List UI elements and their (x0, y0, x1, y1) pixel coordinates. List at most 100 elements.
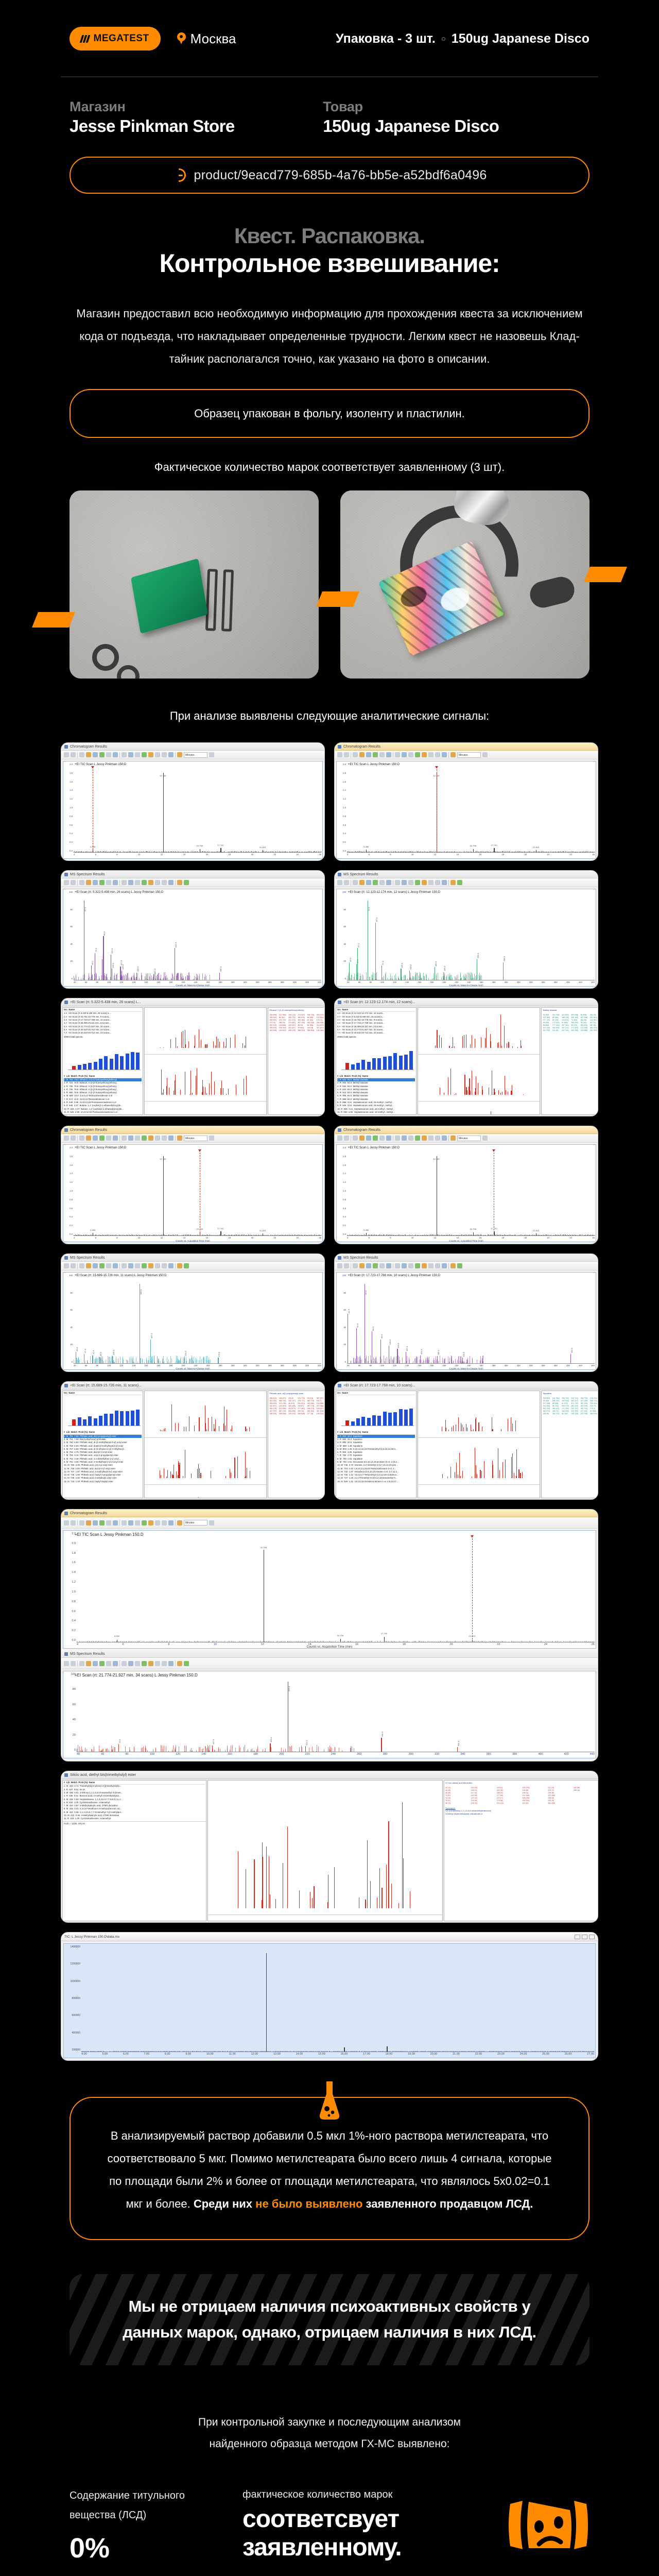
x-axis: 40 60 80 100 120 140 160 180 200 220 240 260 280 300 3… (74, 980, 321, 986)
window-controls[interactable] (575, 1934, 595, 1939)
panel-toolbar[interactable] (61, 1262, 324, 1271)
library-layout: Src Name 1 A +EI Scan (rt 12.123-12.174 m… (335, 1006, 598, 1116)
head-to-tail-trace (428, 1060, 539, 1095)
panel-toolbar[interactable]: Minutes (61, 1517, 598, 1529)
big-ms-trace: 73.0 147.0 193.0 207.0 221.0 281.0 341.0 (77, 1676, 595, 1752)
city-indicator[interactable]: Москва (177, 31, 236, 47)
plot-title: +EI Scan (rt: 17.723-17.768 min, 10 scan… (348, 1274, 441, 1278)
head-to-tail-spectrum (418, 1055, 540, 1102)
hit-name: Ethanol, 2-(2-(2-butoxyethoxy)ethoxy) (269, 1009, 304, 1012)
window-title-text: Chromatogram Results (70, 1511, 107, 1515)
hit-name: Methyl stearate (543, 1009, 557, 1012)
panel-toolbar[interactable]: Minutes (61, 1134, 324, 1143)
ms-trace-4: 41.0 55.0 69.0 81.0 95.0 109.0 123.0 137.0 161.0… (347, 1278, 595, 1364)
window-title-text: Chromatogram Results (343, 744, 380, 749)
x-axis-title: Counts vs. Mass-to-Charge (m/z) (449, 984, 483, 987)
big-library-panel[interactable]: Silicic acid, diethyl bis(trimethylsilyl… (61, 1771, 598, 1923)
window-title-text: MS Spectrum Results (70, 1652, 105, 1656)
ms-spectrum-panel-4[interactable]: MS Spectrum Results +EI Scan (rt: 17.723… (334, 1253, 598, 1372)
library-search-panel-3[interactable]: +EI Scan (rt: 15.689-15.726 min, 11 scan… (61, 1381, 325, 1500)
x-axis: 4 6 8 10 12 14 16 18 20 22 24 26 (347, 1235, 595, 1242)
product-id-pill[interactable]: product/9eacd779-685b-4a76-bb5e-a52bdf6a… (70, 157, 589, 194)
hit-list-cell[interactable]: # Lib Match Prob (%) Name 1. M 440 0.72 T… (62, 1780, 207, 1922)
photo-row (0, 474, 659, 679)
store-name: Jesse Pinkman Store (70, 116, 235, 135)
panel-toolbar[interactable]: Minutes (335, 751, 598, 760)
striped-banner: Мы не отрицаем наличия психоактивных сво… (70, 2274, 589, 2366)
panel-toolbar[interactable]: Minutes (335, 1134, 598, 1143)
match-histogram (341, 1397, 414, 1427)
window-titlebar: Chromatogram Results (61, 1126, 324, 1134)
package-count: Упаковка - 3 шт. (336, 31, 436, 46)
panel-toolbar[interactable] (61, 878, 324, 888)
hit-list: # Lib Match Prob (%) Name 1. R 942 84.0 M… (336, 1074, 416, 1114)
blue-tic-panel[interactable]: TIC: L Jessy Pinkman 150.D\data.ms 20000… (61, 1932, 598, 2061)
minimize-icon (575, 1934, 580, 1939)
x-axis: 4 6 8 10 12 14 16 18 20 22 24 26 (74, 852, 321, 858)
tic-trace-2: 5.359 12.160 15.708 17.742 21.815 (347, 766, 595, 853)
library-search-panel-2[interactable]: +EI Scan (rt: 12.123-12.174 min, 12 scan… (334, 998, 598, 1117)
photo-evidence-1[interactable] (70, 490, 319, 679)
mz-values-grid: 294 859| 78 163| 297 958| 342 926| 391 152| 3… (543, 1397, 597, 1415)
match-histogram (341, 1041, 414, 1070)
chromatogram-panel-4[interactable]: Chromatogram Results Minutes +EI TIC Sca… (334, 1126, 598, 1245)
y-axis: 0 20 40 60 80 100 (342, 1274, 346, 1363)
panel-toolbar[interactable] (335, 878, 598, 888)
big-tic-trace: 5.359 12.160 15.708 17.742 21.815 (77, 1535, 595, 1642)
ms-spectrum-panel-2[interactable]: MS Spectrum Results +EI Scan (rt: 12.123… (334, 870, 598, 989)
blue-tic-trace (81, 1949, 595, 2052)
plot-title: +EI TIC Scan L Jessy Pinkman 150.D (75, 763, 127, 767)
tic-trace-1: 5.359 12.160 15.708 17.742 21.815 (74, 766, 322, 853)
close-icon (589, 1934, 595, 1939)
library-search-panel-1[interactable]: +EI Scan (rt: 5.322-5.438 min, 26 scans)… (61, 998, 325, 1117)
tic-plot-2: +EI TIC Scan L Jessy Pinkman 150.D 0.0 0.… (336, 761, 596, 859)
y-axis: 0 20 40 60 80 100 (69, 1274, 73, 1363)
structure-trace (428, 1107, 539, 1115)
panel-toolbar-2[interactable] (61, 1658, 598, 1670)
scan-list-cell[interactable]: Src Name # Lib Match Prob (%) Name 1. R 9… (336, 1391, 417, 1499)
scan-list: Src Name (336, 1391, 416, 1396)
y-axis: 0.0 0.2 0.4 0.6 0.8 1.0 1.2 1.4 1.6 1.8 2.0 (343, 1146, 346, 1235)
ms-spectrum-panel-1[interactable]: MS Spectrum Results +EI Scan (rt: 5.322-… (61, 870, 325, 989)
units-combo[interactable]: Minutes (184, 1135, 207, 1141)
panel-toolbar[interactable] (335, 1262, 598, 1271)
head-to-tail-spectrum (418, 1438, 540, 1485)
photo-evidence-2[interactable] (340, 490, 589, 679)
chromatogram-panel-3[interactable]: Chromatogram Results Minutes +EI TIC Sca… (61, 1126, 325, 1245)
photo-marking-bars (205, 569, 234, 632)
units-combo[interactable]: Minutes (457, 752, 481, 758)
plot-title: +EI TIC Scan L Jessy Pinkman 150.D (348, 763, 400, 767)
ms-trace-3: 43.0 57.0 71.0 83.0 104.0 149.0 167.0 223.0 279.… (74, 1278, 321, 1364)
photos-caption: Фактическое количество марок соответству… (154, 461, 505, 474)
product-label: Товар (323, 99, 363, 114)
verdict-intro-line2: найденного образца методом ГХ-МС выявлен… (209, 2438, 450, 2450)
x-axis-title: Counts vs. Acquisition Time (min) (176, 1240, 210, 1243)
big-chromatogram-panel[interactable]: Chromatogram Results Minutes +EI TIC Sca… (61, 1509, 598, 1762)
ms-spectrum-panel-3[interactable]: MS Spectrum Results +EI Scan (rt: 15.689… (61, 1253, 325, 1372)
window-titlebar: TIC: L Jessy Pinkman 150.D\data.ms (61, 1933, 598, 1942)
slash-icon (79, 35, 90, 43)
separator-dot-icon (441, 37, 445, 41)
hit-spectrum (208, 1781, 442, 1916)
chromatogram-panel-1[interactable]: Chromatogram Results Minutes +EI TIC Sca… (61, 742, 325, 861)
scan-list-cell[interactable]: Src Name # Lib Match Prob (%) Name 1. M 7… (62, 1391, 144, 1499)
y-axis: 0 20 40 60 80 100 (71, 1673, 76, 1752)
library-search-panel-4[interactable]: +EI Scan (rt: 17.723-17.768 min, 10 scan… (334, 1381, 598, 1500)
window-titlebar: Chromatogram Results (61, 743, 324, 751)
window-title-text: TIC: L Jessy Pinkman 150.D\data.ms (64, 1935, 120, 1939)
spectra-compare-cell (144, 1391, 267, 1499)
window-titlebar: MS Spectrum Results (61, 871, 324, 879)
scan-list-cell[interactable]: Src Name 1 A +EI Scan (rt 5.320-5.438 min… (62, 1007, 144, 1115)
tic-plot-1: +EI TIC Scan L Jessy Pinkman 150.D 0.0 0.… (63, 761, 323, 859)
library-layout: # Lib Match Prob (%) Name 1. M 440 0.72 T… (61, 1779, 598, 1923)
panel-toolbar[interactable]: Minutes (61, 751, 324, 760)
store-label: Магазин (70, 99, 126, 114)
scan-list-cell[interactable]: Src Name 1 A +EI Scan (rt 12.123-12.174 m… (336, 1007, 417, 1115)
units-combo[interactable]: Minutes (184, 752, 207, 758)
megatest-logo[interactable]: MEGATEST (70, 27, 161, 50)
striped-banner-text: Мы не отрицаем наличия психоактивных сво… (123, 2297, 536, 2341)
units-combo[interactable]: Minutes (457, 1135, 481, 1141)
units-combo[interactable]: Minutes (184, 1520, 207, 1526)
hit-details-cell: Methyl stearate 54 955| 370 380| 277 137| 9… (541, 1007, 598, 1115)
chromatogram-panel-2[interactable]: Chromatogram Results Minutes +EI TIC Sca… (334, 742, 598, 861)
